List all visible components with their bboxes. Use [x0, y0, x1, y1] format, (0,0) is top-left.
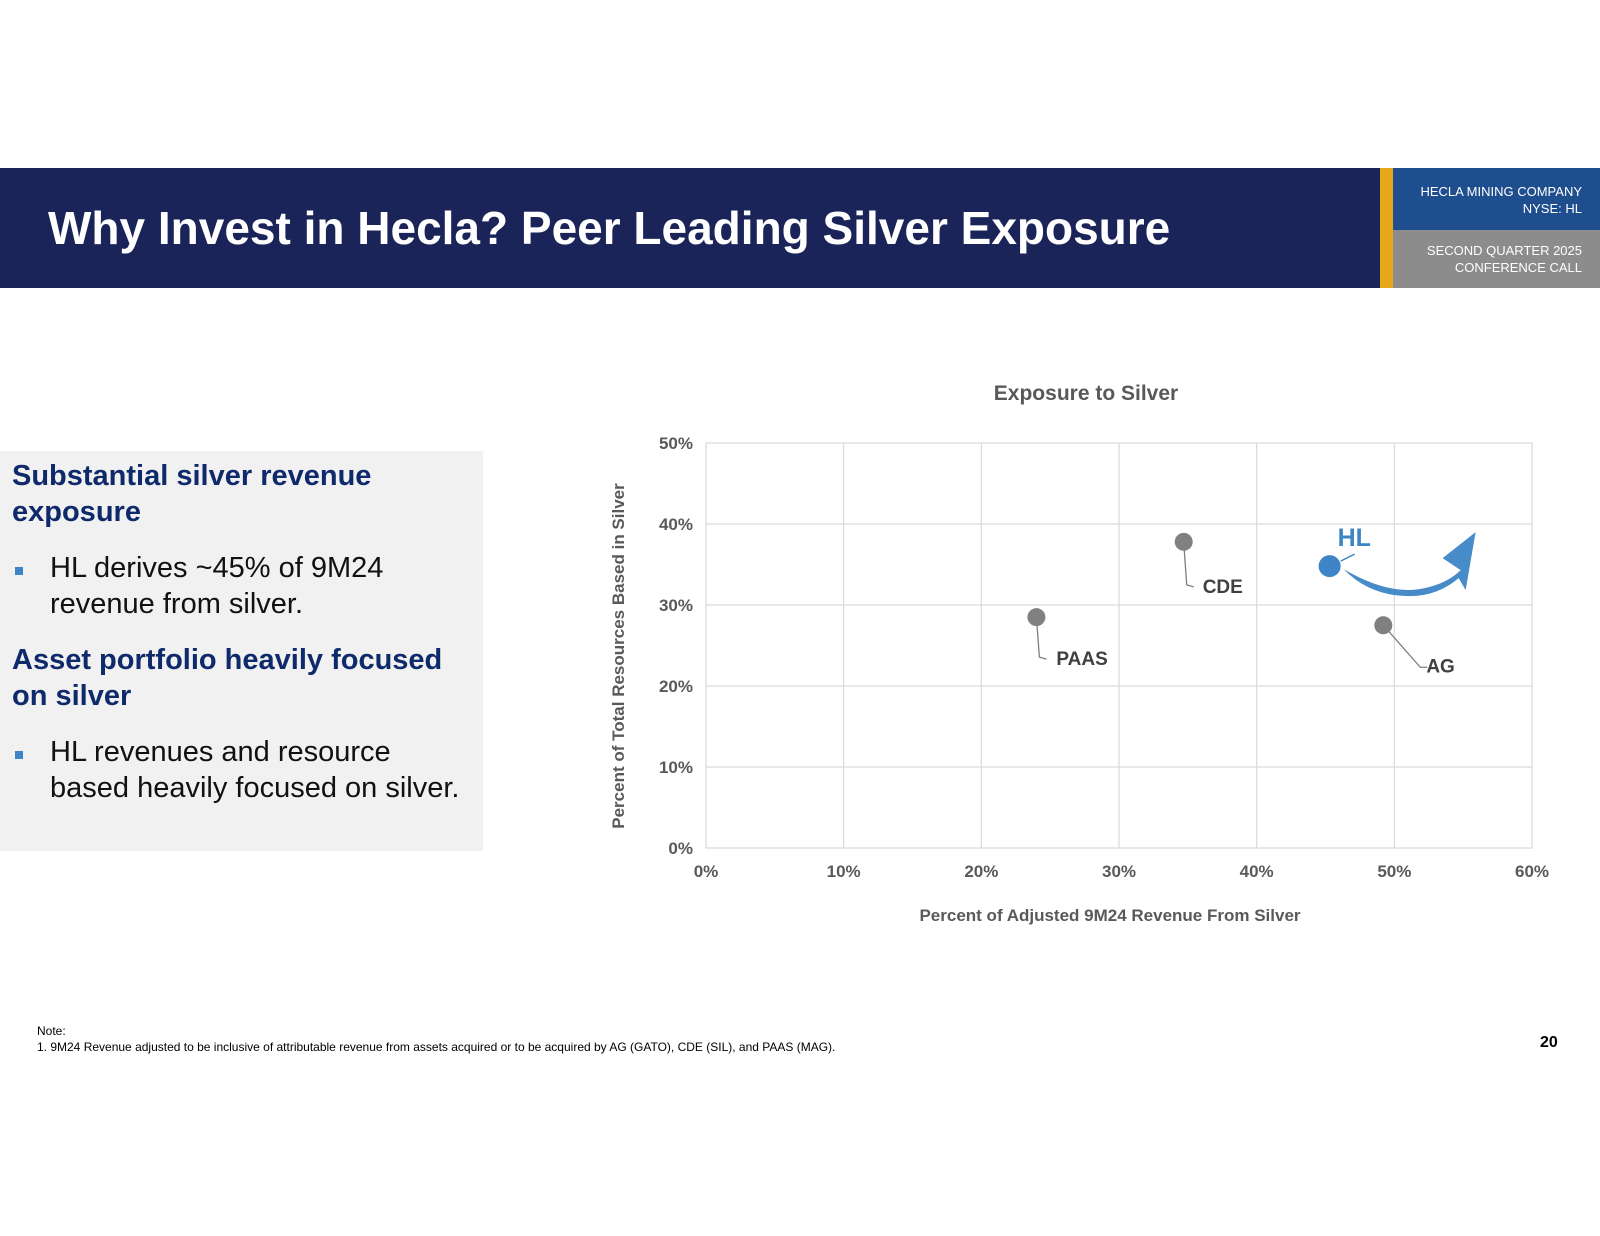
x-axis-label: Percent of Adjusted 9M24 Revenue From Si… [919, 906, 1300, 925]
callout-line [1183, 541, 1194, 588]
heading-revenue-exposure: Substantial silver revenue exposure [12, 460, 372, 528]
callout-line [1340, 553, 1355, 562]
y-axis-label: Percent of Total Resources Based in Silv… [609, 483, 628, 829]
y-tick-label: 10% [659, 758, 693, 777]
footnote-text: 1. 9M24 Revenue adjusted to be inclusive… [37, 1040, 836, 1054]
x-tick-label: 20% [964, 862, 998, 881]
data-point [1374, 616, 1393, 635]
data-point [1174, 532, 1193, 551]
y-tick-label: 30% [659, 596, 693, 615]
callout-line [1035, 617, 1047, 660]
data-point-label: AG [1426, 656, 1455, 677]
bullet-resources: HL revenues and resource based heavily f… [50, 736, 460, 804]
y-tick-label: 0% [668, 839, 693, 858]
footnote-label: Note: [37, 1024, 66, 1038]
event-badge: SECOND QUARTER 2025 CONFERENCE CALL [1393, 230, 1600, 288]
ticker: NYSE: HL [1522, 201, 1582, 216]
x-tick-label: 40% [1240, 862, 1274, 881]
data-point-label: HL [1338, 524, 1371, 552]
page-number: 20 [1540, 1034, 1558, 1051]
title-banner: Why Invest in Hecla? Peer Leading Silver… [0, 168, 1380, 288]
event-type: CONFERENCE CALL [1454, 260, 1582, 275]
company-badge: HECLA MINING COMPANY NYSE: HL [1393, 168, 1600, 230]
data-point [1027, 608, 1046, 627]
chart-title: Exposure to Silver [994, 382, 1178, 405]
bullet-square-icon [15, 567, 23, 575]
x-tick-label: 50% [1377, 862, 1411, 881]
x-tick-label: 10% [827, 862, 861, 881]
accent-strip [1380, 168, 1393, 288]
y-tick-label: 20% [659, 677, 693, 696]
heading-asset-portfolio: Asset portfolio heavily focused on silve… [12, 644, 443, 712]
key-points-panel: Substantial silver revenue exposure HL d… [0, 451, 483, 851]
company-name: HECLA MINING COMPANY [1420, 184, 1582, 199]
y-tick-label: 40% [659, 515, 693, 534]
data-point-label: PAAS [1056, 649, 1107, 670]
x-tick-label: 60% [1515, 862, 1549, 881]
y-tick-label: 50% [659, 434, 693, 453]
x-tick-label: 0% [694, 862, 719, 881]
x-tick-label: 30% [1102, 862, 1136, 881]
data-point-label: CDE [1203, 577, 1243, 598]
event-name: SECOND QUARTER 2025 [1426, 243, 1582, 258]
bullet-square-icon [15, 751, 23, 759]
callout-line [1382, 624, 1428, 668]
page-title: Why Invest in Hecla? Peer Leading Silver… [48, 202, 1171, 254]
bullet-revenue: HL derives ~45% of 9M24 revenue from sil… [50, 552, 384, 620]
data-point [1318, 555, 1341, 578]
